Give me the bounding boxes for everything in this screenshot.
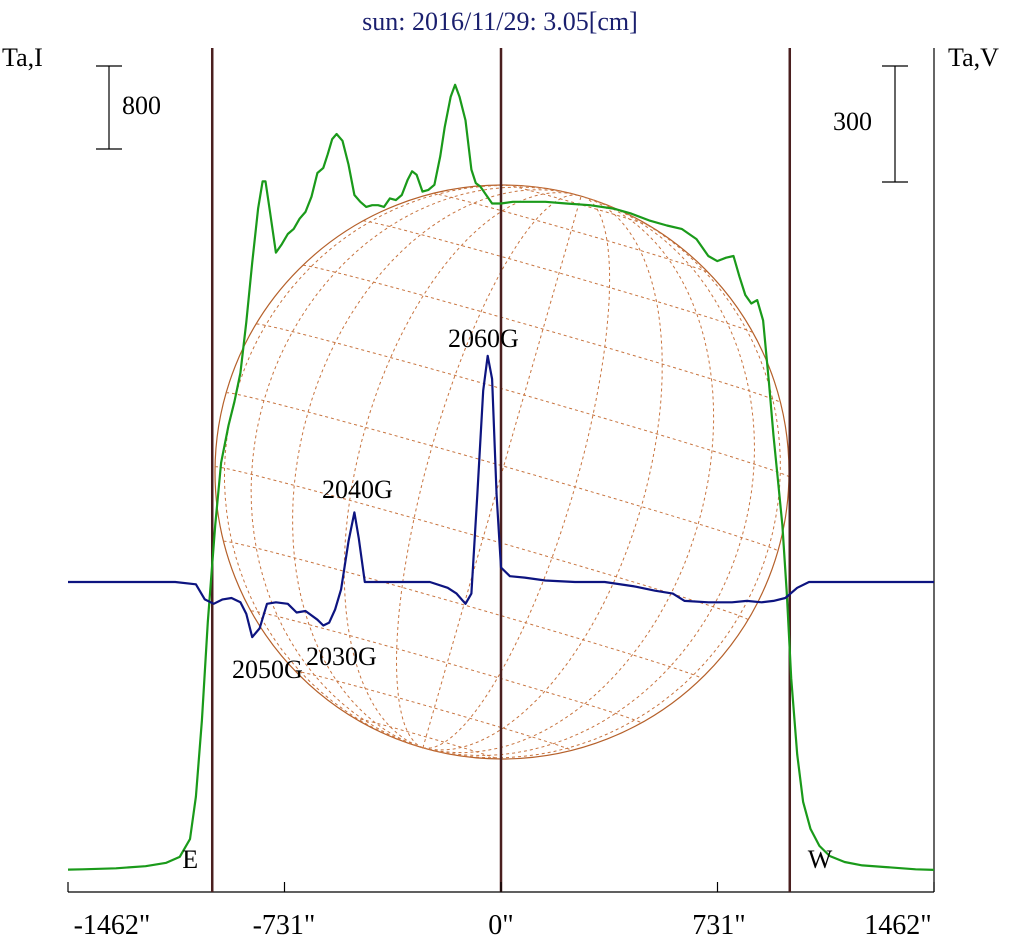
y-axis-label-right: Ta,V [948,43,999,72]
left-scale-bar [96,65,122,150]
polarization-series-line [68,354,934,639]
x-tick-label: 731" [692,910,745,941]
y-axis-label-left: Ta,I [2,43,43,72]
longitude-line [422,197,663,751]
right-scale-bar [882,65,908,183]
longitude-line [292,189,571,749]
longitude-line [422,198,715,754]
series-layer [67,83,935,871]
latitude-line [432,193,709,273]
longitude-line [395,194,578,749]
annotation-2040g: 2040G [322,475,393,504]
latitude-line [354,717,498,760]
annotation-2050g: 2050G [232,655,303,684]
latitude-line [303,264,781,403]
longitude-line [250,186,569,749]
annotation-2030g: 2030G [306,642,377,671]
solar-disk-grid [214,184,790,760]
chart-title: sun: 2016/11/29: 3.05[cm] [362,7,638,36]
longitude-line [343,192,574,749]
x-tick-label: -1462" [74,910,151,941]
x-tick-label: 1462" [864,910,931,941]
east-limb-label: E [182,845,198,874]
latitude-line [223,540,702,679]
west-limb-label: W [808,845,833,874]
plot-frame [67,48,935,893]
text-layer: sun: 2016/11/29: 3.05[cm] Ta,I Ta,V -1462" -… [2,7,999,941]
annotation-2060g: 2060G [448,324,519,353]
intensity-series-line [67,83,935,871]
longitude-line [422,196,611,749]
longitude-line [422,199,756,756]
left-scale-label: 800 [122,91,161,120]
longitude-line [422,205,781,759]
latitude-line [363,220,754,334]
x-tick-label: -731" [253,910,316,941]
x-tick-label: 0" [488,910,513,941]
right-scale-label: 300 [833,107,872,136]
latitude-line [250,610,642,724]
